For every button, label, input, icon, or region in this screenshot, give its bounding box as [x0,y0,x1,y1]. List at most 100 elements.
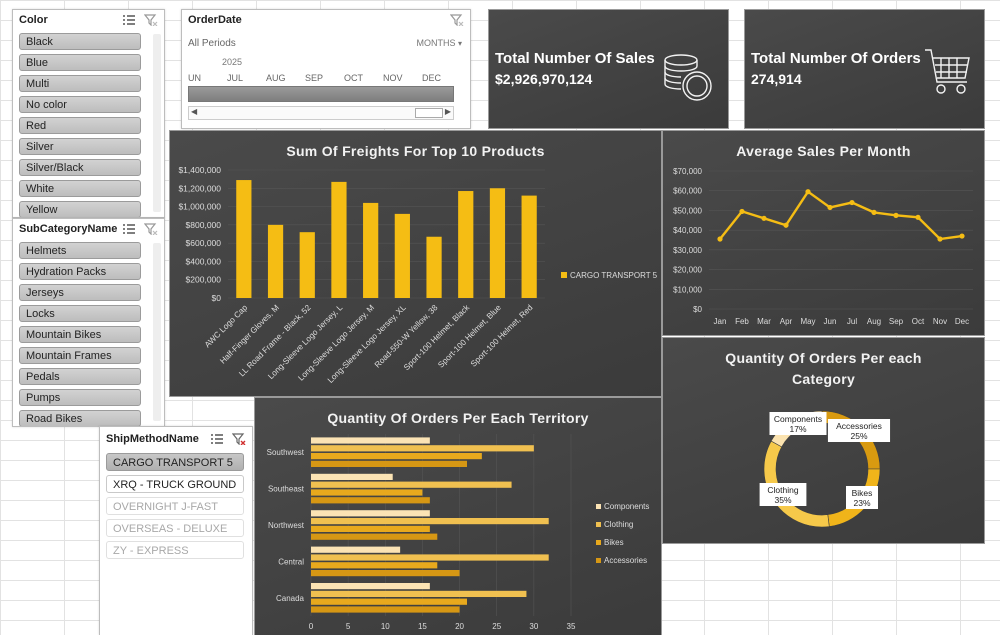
bar [311,453,482,460]
timeline-bar[interactable] [188,86,454,102]
slicer-item-hydration-packs[interactable]: Hydration Packs [19,263,141,280]
slicer-item-mountain-bikes[interactable]: Mountain Bikes [19,326,141,343]
bar [267,224,284,298]
month-label[interactable]: JUL [227,73,244,83]
shipmethod-slicer: ShipMethodName CARGO TRANSPORT 5 XRQ - TR… [99,426,253,635]
y-tick-label: Southeast [268,485,305,494]
slicer-item-yellow[interactable]: Yellow [19,201,141,217]
slicer-item-red[interactable]: Red [19,117,141,134]
bar [311,497,430,504]
slicer-item-blue[interactable]: Blue [19,54,141,71]
subcategory-slicer: SubCategoryName Helmets Hydration Packs Je… [12,218,165,427]
scroll-thumb[interactable] [415,108,443,118]
slicer-item-no-color[interactable]: No color [19,96,141,113]
month-label[interactable]: AUG [266,73,286,83]
x-tick-label: Feb [735,317,749,326]
time-level-dropdown[interactable]: MONTHS ▾ [416,38,462,48]
y-tick-label: $70,000 [673,167,702,176]
x-tick-label: Apr [780,317,793,326]
y-tick-label: $1,200,000 [178,183,221,193]
data-label-name: Bikes [852,488,873,498]
multi-select-icon[interactable] [210,433,224,445]
slicer-item-multi[interactable]: Multi [19,75,141,92]
slicer-item-zy-express[interactable]: ZY - EXPRESS [106,541,244,559]
y-tick-label: $200,000 [186,275,222,285]
x-tick-label: 15 [418,622,427,631]
slicer-item-pumps[interactable]: Pumps [19,389,141,406]
y-tick-label: $800,000 [186,220,222,230]
x-tick-label: 25 [492,622,501,631]
clear-filter-icon[interactable] [144,14,158,26]
slicer-scrollbar[interactable] [153,243,161,421]
slicer-title: Color [19,14,48,26]
legend-label: Components [604,502,649,511]
slicer-item-cargo-transport-5[interactable]: CARGO TRANSPORT 5 [106,453,244,471]
slicer-item-black[interactable]: Black [19,33,141,50]
bar [311,606,460,613]
scroll-left-icon[interactable]: ◀ [191,107,198,116]
color-item-list: Black Blue Multi No color Red Silver Silver/Bl… [13,30,164,217]
clear-filter-icon[interactable] [144,223,158,235]
x-tick-label: Mar [757,317,771,326]
time-level-label: MONTHS [416,38,456,48]
kpi-title: Total Number Of Orders [751,50,921,67]
slicer-header: Color [13,10,164,30]
bar [331,181,347,298]
slicer-item-mountain-frames[interactable]: Mountain Frames [19,347,141,364]
x-tick-label: 20 [455,622,464,631]
slicer-header: ShipMethodName [100,429,252,449]
data-label-value: 35% [774,495,791,505]
legend-swatch [561,272,567,278]
y-tick-label: $10,000 [673,285,702,294]
data-point [871,209,877,215]
clear-filter-icon[interactable] [450,14,464,26]
month-label[interactable]: SEP [305,73,324,83]
slicer-scrollbar[interactable] [153,34,161,212]
chart-title: Quantity Of Orders Per each Category [725,350,922,387]
y-tick-label: Northwest [268,521,305,530]
month-label[interactable]: NOV [383,73,403,83]
month-label[interactable]: UN [188,73,201,83]
bar [311,445,534,452]
y-tick-label: $40,000 [673,226,702,235]
month-label[interactable]: DEC [422,73,442,83]
timeline-scrollbar[interactable]: ◀ ▶ [188,106,454,120]
bar [311,460,467,467]
slicer-item-locks[interactable]: Locks [19,305,141,322]
color-slicer: Color Black Blue Multi No color Red Silver Sil… [12,9,165,218]
x-tick-label: 0 [309,622,314,631]
bar [311,570,460,577]
slicer-item-pedals[interactable]: Pedals [19,368,141,385]
scroll-right-icon[interactable]: ▶ [444,107,451,116]
slicer-item-white[interactable]: White [19,180,141,197]
x-tick-label: Half-Finger Gloves, M [218,303,281,366]
month-label[interactable]: OCT [344,73,363,83]
y-tick-label: $60,000 [673,187,702,196]
data-point [805,189,811,195]
legend-label: Accessories [604,556,647,565]
bar [299,232,315,298]
slicer-item-silver-black[interactable]: Silver/Black [19,159,141,176]
multi-select-icon[interactable] [122,223,136,235]
data-label-name: Clothing [767,485,798,495]
slicer-item-jerseys[interactable]: Jerseys [19,284,141,301]
bar [521,195,537,298]
clear-filter-icon[interactable] [232,433,246,445]
category-chart-card: Quantity Of Orders Per each Category Acc… [662,337,985,544]
slicer-title: SubCategoryName [19,223,118,235]
avg-sales-chart-card: Average Sales Per Month $0 $10,000 $20,000… [662,130,985,336]
x-tick-label: 5 [346,622,351,631]
y-tick-label: $0 [693,305,702,314]
timeline-title: OrderDate [188,14,242,26]
slicer-title: ShipMethodName [106,433,199,445]
data-label-box [759,483,807,506]
slicer-item-helmets[interactable]: Helmets [19,242,141,259]
slicer-item-silver[interactable]: Silver [19,138,141,155]
slicer-item-road-bikes[interactable]: Road Bikes [19,410,141,426]
chevron-down-icon: ▾ [457,39,462,48]
slicer-item-overseas-deluxe[interactable]: OVERSEAS - DELUXE [106,519,244,537]
slicer-item-overnight-j-fast[interactable]: OVERNIGHT J-FAST [106,497,244,515]
slicer-item-xrq-truck-ground[interactable]: XRQ - TRUCK GROUND [106,475,244,493]
shopping-cart-icon [925,49,970,94]
multi-select-icon[interactable] [122,14,136,26]
